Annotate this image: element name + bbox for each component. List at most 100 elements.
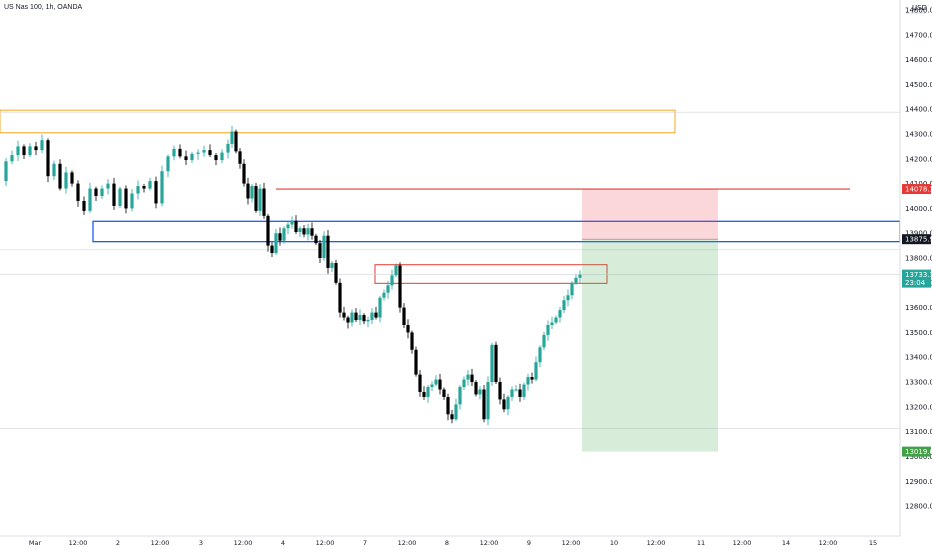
- candle: [76, 180, 80, 207]
- candle: [462, 376, 466, 390]
- candle: [298, 226, 302, 237]
- candle: [506, 394, 510, 416]
- candle: [242, 159, 246, 187]
- candle: [220, 149, 224, 164]
- price-tick-label: 13100.0: [905, 428, 932, 436]
- time-tick-label: 12:00: [151, 539, 170, 547]
- candle: [266, 213, 270, 252]
- position-tool: [582, 189, 718, 452]
- candle: [294, 215, 298, 234]
- time-tick-label: 12:00: [69, 539, 88, 547]
- candle: [486, 376, 490, 426]
- candle: [326, 229, 330, 274]
- price-tick-label: 14200.0: [905, 155, 932, 163]
- candle: [482, 385, 486, 423]
- price-badges: 14078.1 13875.9 13733.123:04 13019.6: [902, 184, 932, 457]
- price-tick-label: 13200.0: [905, 403, 932, 411]
- candle: [136, 180, 140, 200]
- svg-text:23:04: 23:04: [905, 279, 926, 287]
- candle: [386, 280, 390, 299]
- candle: [442, 387, 446, 400]
- time-tick-label: 12:00: [480, 539, 499, 547]
- time-tick-label: 7: [363, 539, 367, 547]
- candle: [238, 148, 242, 169]
- candle: [58, 159, 62, 191]
- candle: [554, 315, 558, 325]
- candle: [422, 386, 426, 400]
- price-tick-label: 12900.0: [905, 478, 932, 486]
- candle: [28, 143, 32, 158]
- demand-zone[interactable]: [92, 220, 901, 243]
- candle: [314, 233, 318, 246]
- candle: [4, 158, 8, 187]
- candle: [250, 184, 254, 203]
- candle: [184, 150, 188, 165]
- supply-zone[interactable]: [0, 109, 676, 134]
- candle: [254, 182, 258, 213]
- candle: [100, 185, 104, 199]
- candle: [466, 370, 470, 386]
- candle: [362, 313, 366, 325]
- candle: [418, 370, 422, 397]
- candle: [534, 356, 538, 382]
- candle: [234, 129, 238, 154]
- candle: [370, 308, 374, 325]
- candle: [530, 372, 534, 384]
- candle: [302, 225, 306, 238]
- candle: [322, 231, 326, 261]
- time-tick-label: 12:00: [562, 539, 581, 547]
- chart-title: US Nas 100, 1h, OANDA: [4, 4, 83, 11]
- candle: [438, 373, 442, 395]
- time-tick-label: 12:00: [819, 539, 838, 547]
- time-tick-label: 14: [782, 539, 790, 547]
- candle: [40, 134, 44, 154]
- candle: [274, 228, 278, 256]
- candle: [148, 177, 152, 191]
- candle: [390, 269, 394, 290]
- candle: [82, 196, 86, 215]
- candle: [118, 186, 122, 208]
- candle: [558, 306, 562, 323]
- candle: [478, 386, 482, 400]
- candle: [470, 368, 474, 387]
- candle: [458, 385, 462, 410]
- candle: [154, 176, 158, 209]
- candle: [578, 270, 582, 283]
- zones-layer: [0, 109, 901, 284]
- time-tick-label: 11: [697, 539, 705, 547]
- candle: [270, 242, 274, 258]
- candle: [410, 330, 414, 354]
- candle: [230, 125, 234, 148]
- candle: [538, 345, 542, 368]
- candle: [172, 145, 176, 161]
- price-tick-label: 12800.0: [905, 503, 932, 511]
- svg-text:13733.1: 13733.1: [905, 271, 932, 279]
- candle: [562, 295, 566, 314]
- candle: [350, 309, 354, 327]
- candle: [106, 179, 110, 195]
- candle: [374, 306, 378, 320]
- take-profit-zone[interactable]: [582, 239, 718, 452]
- time-tick-label: 12:00: [647, 539, 666, 547]
- candle: [282, 226, 286, 244]
- candle: [196, 149, 200, 160]
- time-tick-label: 4: [281, 539, 285, 547]
- price-tick-label: 14500.0: [905, 81, 932, 89]
- candle: [16, 140, 20, 162]
- price-tick-label: 13500.0: [905, 329, 932, 337]
- candle: [406, 319, 410, 339]
- time-tick-label: 12:00: [234, 539, 253, 547]
- stop-loss-zone[interactable]: [582, 189, 718, 240]
- candle: [430, 381, 434, 391]
- candle: [130, 189, 134, 212]
- price-tick-label: 14400.0: [905, 106, 932, 114]
- time-tick-label: Mar: [29, 539, 42, 547]
- time-tick-label: 10: [610, 539, 618, 547]
- candle: [570, 280, 574, 300]
- candle: [354, 308, 358, 323]
- candle: [518, 383, 522, 402]
- small-zone[interactable]: [374, 264, 608, 284]
- horizontal-lines-layer: [0, 111, 900, 429]
- stop-price-badge: 13019.6: [902, 446, 932, 457]
